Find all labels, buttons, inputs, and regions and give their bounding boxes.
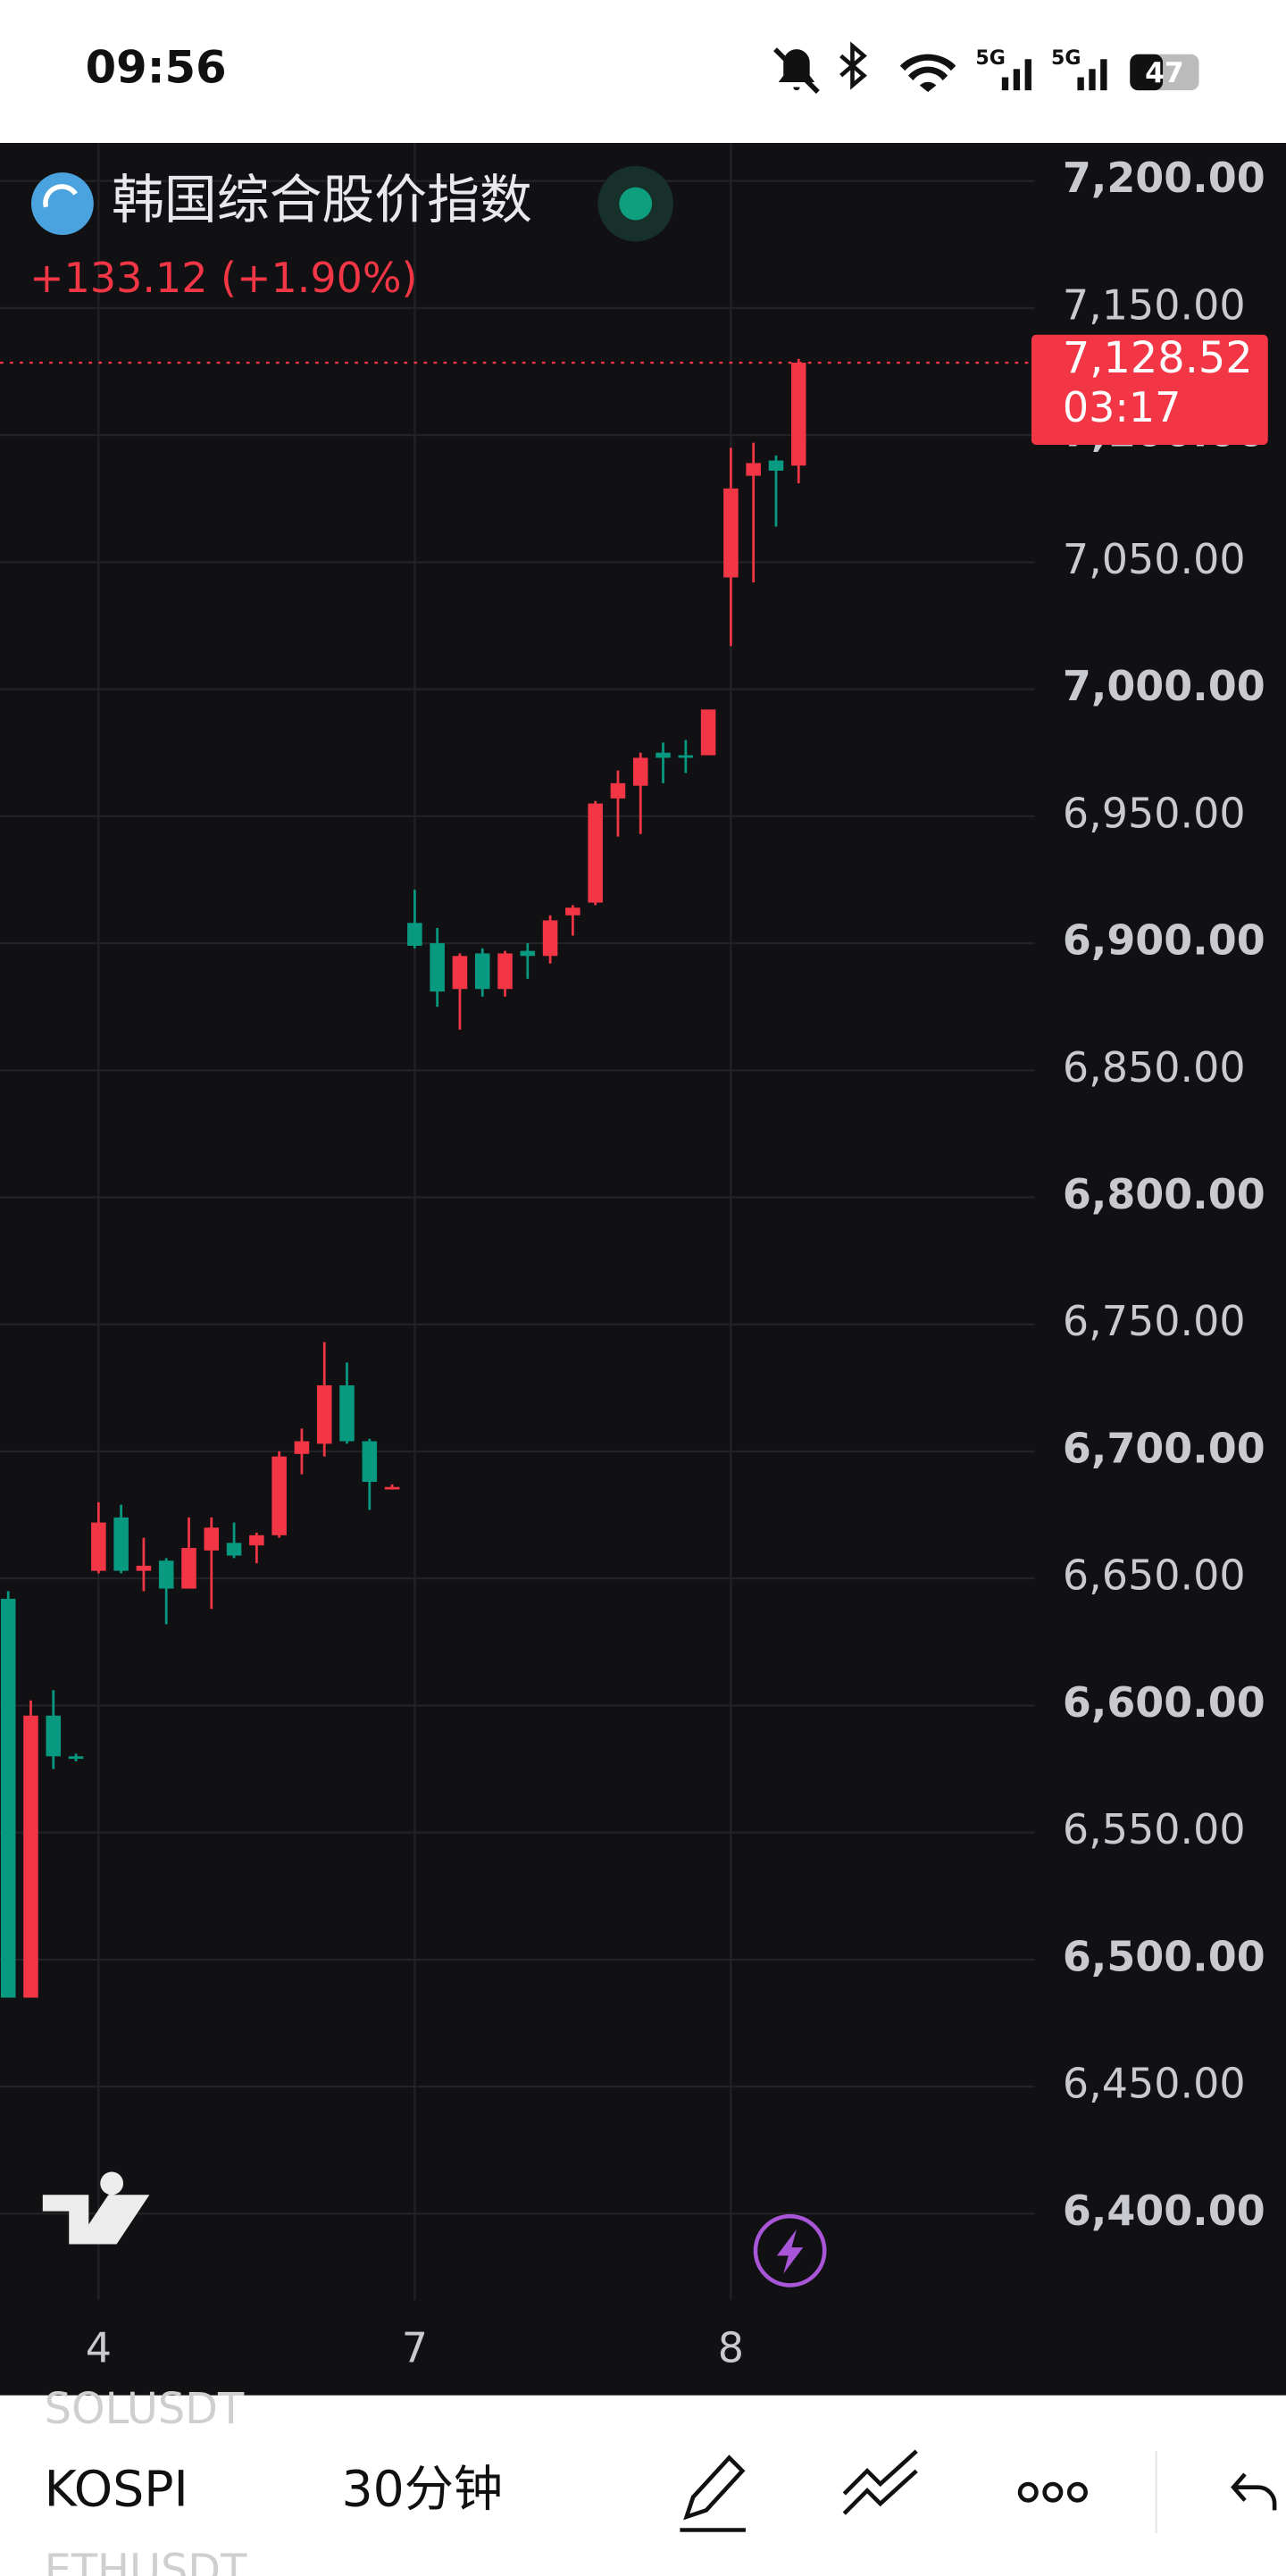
plot-area <box>0 143 1035 2300</box>
toolbar-row <box>0 2434 1286 2550</box>
battery-level <box>1130 54 1164 91</box>
y-tick-label: 6,450.00 <box>1063 2060 1246 2108</box>
candle-body <box>790 363 806 466</box>
y-tick-label: 6,900.00 <box>1063 916 1265 965</box>
y-tick-label: 7,050.00 <box>1063 535 1246 583</box>
last-price-box <box>1031 334 1268 445</box>
lightning-button[interactable] <box>753 2213 827 2287</box>
countdown-label: 03:17 <box>1063 383 1181 431</box>
network-label: 5G <box>1051 47 1081 70</box>
watchlist-prev[interactable]: SOLUSDT <box>45 2385 245 2434</box>
candle-body <box>249 1535 264 1546</box>
candle-body <box>723 488 739 578</box>
x-tick-label: 8 <box>718 2324 744 2372</box>
candle-body <box>294 1441 310 1454</box>
y-tick-label: 6,650.00 <box>1063 1551 1246 1600</box>
y-tick-label: 6,600.00 <box>1063 1678 1265 1727</box>
candle-body <box>68 1756 84 1760</box>
candle-body <box>610 782 626 799</box>
y-tick-label: 6,850.00 <box>1063 1043 1246 1091</box>
watchlist-next[interactable]: ETHUSDT <box>45 2546 247 2576</box>
candle-body <box>204 1527 220 1551</box>
network-label: 5G <box>975 47 1005 70</box>
battery-text: 47 <box>1145 57 1183 89</box>
interval-button[interactable]: 30分钟 <box>342 2461 503 2518</box>
candle-body <box>339 1384 355 1442</box>
candle-body <box>136 1565 152 1571</box>
symbol-title: 韩国综合股价指数 <box>112 169 532 230</box>
draw-button[interactable] <box>680 2455 746 2532</box>
status-bar <box>0 0 1286 144</box>
y-tick-label: 7,150.00 <box>1063 280 1246 329</box>
symbol-button[interactable]: KOSPI <box>45 2461 188 2518</box>
candle-body <box>497 953 513 990</box>
status-icons: 5G 5G 47 <box>773 41 1199 94</box>
candle-body <box>430 943 445 992</box>
candle-body <box>768 460 784 471</box>
candle-body <box>656 752 671 758</box>
candle-body <box>271 1456 287 1535</box>
signal-icon <box>1001 59 1031 91</box>
candle-body <box>384 1486 400 1490</box>
y-tick-label: 6,500.00 <box>1063 1932 1265 1980</box>
candle-body <box>0 1598 16 1998</box>
y-tick-label: 7,200.00 <box>1063 154 1265 202</box>
symbol-logo <box>30 172 94 236</box>
candle-body <box>700 709 716 756</box>
candle-body <box>565 907 580 916</box>
y-tick-label: 6,400.00 <box>1063 2187 1265 2235</box>
x-tick-label: 4 <box>86 2324 112 2372</box>
candle-body <box>407 923 422 946</box>
candle-body <box>632 757 648 786</box>
candle-body <box>474 953 490 990</box>
y-tick-label: 6,800.00 <box>1063 1170 1265 1218</box>
bluetooth-icon <box>839 41 867 90</box>
candle-body <box>23 1715 38 1998</box>
market-status-dot <box>619 187 653 221</box>
candle-body <box>520 950 536 957</box>
candle-body <box>678 755 694 758</box>
price-change: +133.12 (+1.90%) <box>29 254 417 302</box>
candle-body <box>91 1522 106 1571</box>
signal-icon <box>1077 59 1107 91</box>
x-tick-label: 7 <box>402 2324 428 2372</box>
y-tick-label: 6,700.00 <box>1063 1424 1265 1472</box>
last-price-label: 7,128.52 <box>1063 334 1253 383</box>
candle-body <box>158 1560 174 1589</box>
candle-body <box>113 1517 129 1571</box>
candle-body <box>588 803 603 903</box>
status-time: 09:56 <box>86 42 227 94</box>
logo-mark <box>43 184 78 208</box>
y-tick-label: 6,750.00 <box>1063 1297 1246 1345</box>
candle-body <box>46 1715 62 1757</box>
candle-body <box>746 463 761 476</box>
y-tick-label: 7,000.00 <box>1063 662 1265 710</box>
y-tick-label: 6,950.00 <box>1063 789 1246 837</box>
wifi-icon <box>899 54 956 92</box>
mute-slash <box>773 47 820 94</box>
candle-body <box>226 1543 242 1556</box>
undo-button[interactable] <box>1231 2472 1277 2511</box>
candle-body <box>542 920 558 957</box>
candle-body <box>452 956 468 990</box>
indicator-button[interactable] <box>842 2449 918 2515</box>
axis-layer: 7,200.007,150.007,100.007,050.007,000.00… <box>86 154 1268 2372</box>
candle-body <box>362 1441 378 1483</box>
more-button[interactable] <box>1017 2481 1088 2503</box>
y-tick-label: 6,550.00 <box>1063 1805 1246 1853</box>
lightning-icon <box>776 2229 804 2274</box>
candle-body <box>181 1548 196 1589</box>
candle-body <box>316 1384 332 1444</box>
tradingview-logo <box>42 2171 150 2245</box>
